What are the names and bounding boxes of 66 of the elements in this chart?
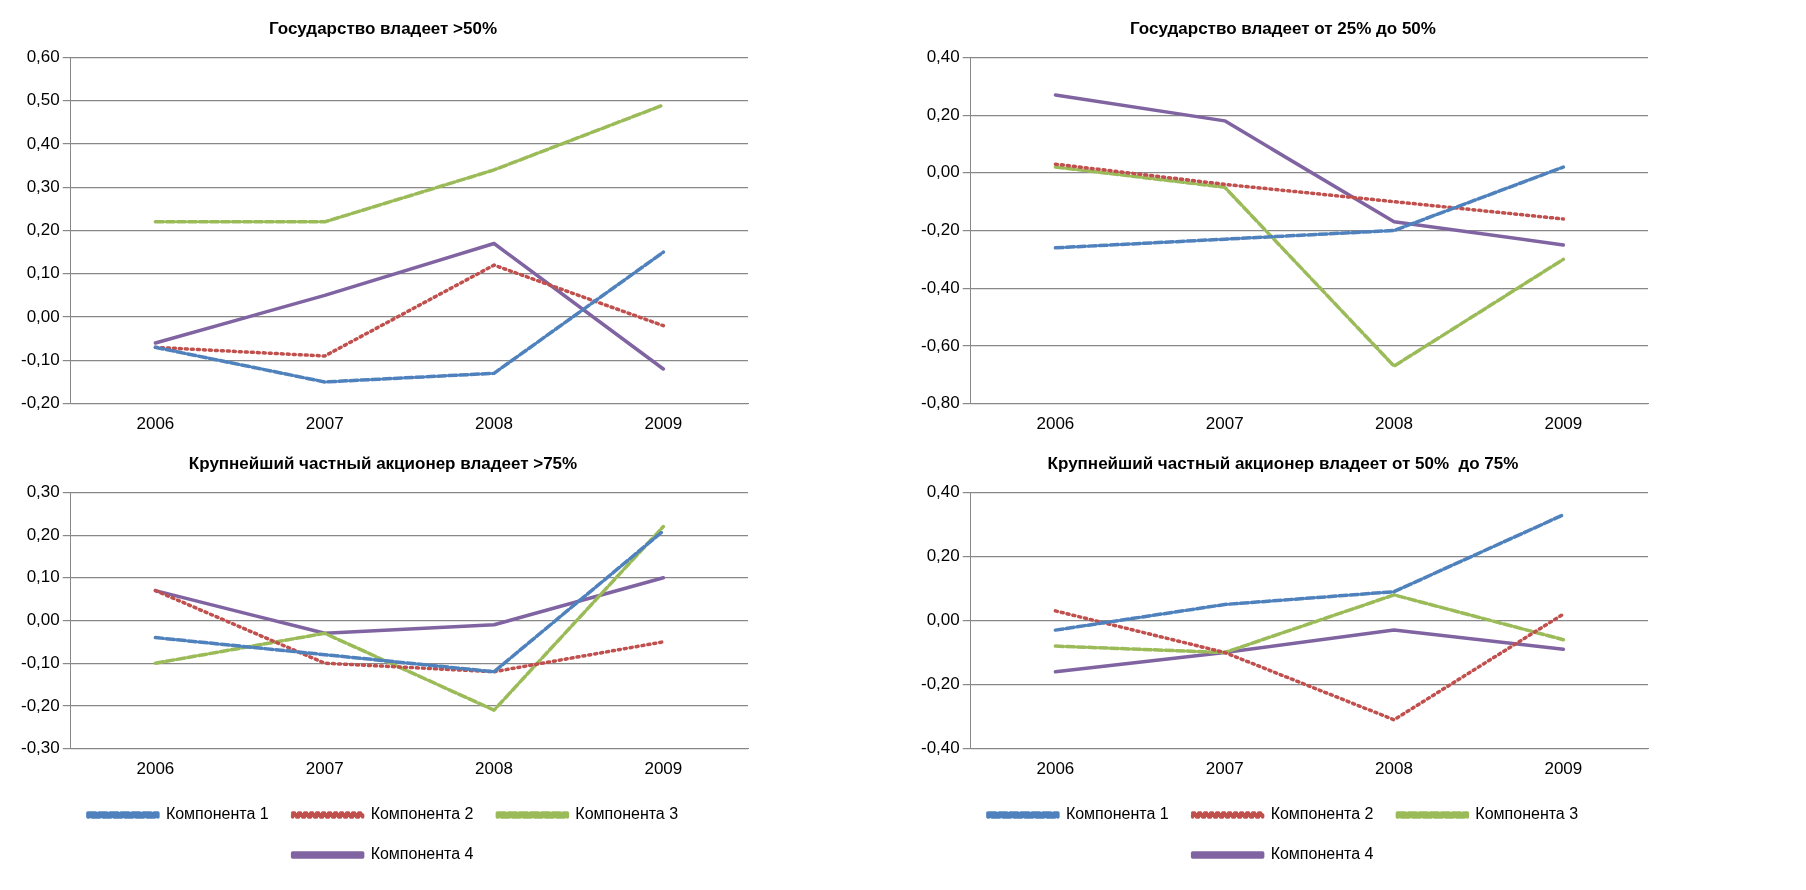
y-tick-label: -0,40 xyxy=(921,738,960,758)
line-series xyxy=(1053,593,1566,655)
x-tick-label: 2009 xyxy=(1544,759,1583,779)
line-series xyxy=(1053,165,1566,250)
y-tick-label: 0,60 xyxy=(26,47,60,67)
line-series xyxy=(1053,162,1566,221)
legend-label: Компонента 1 xyxy=(165,805,269,823)
legend-label: Компонента 1 xyxy=(1065,805,1169,823)
y-tick-label: 0,50 xyxy=(26,90,60,110)
legend-label: Компонента 4 xyxy=(1270,845,1374,863)
y-tick-label: -0,20 xyxy=(21,695,60,715)
y-tick-label: 0,40 xyxy=(926,47,960,67)
y-tick-label: -0,20 xyxy=(921,674,960,694)
x-tick-label: 2007 xyxy=(1205,414,1244,434)
x-tick-label: 2009 xyxy=(1544,414,1583,434)
x-tick-label: 2008 xyxy=(475,759,513,779)
y-tick-label: -0,80 xyxy=(921,393,960,413)
x-tick-label: 2009 xyxy=(644,759,683,779)
line-series xyxy=(1053,165,1566,368)
y-tick-label: -0,10 xyxy=(21,652,60,672)
line-series xyxy=(153,524,666,712)
x-tick-label: 2008 xyxy=(475,414,513,434)
x-tick-label: 2007 xyxy=(305,759,344,779)
x-tick-label: 2006 xyxy=(136,759,175,779)
line-series xyxy=(153,250,666,384)
y-tick-label: 0,00 xyxy=(926,162,960,182)
line-series xyxy=(1053,513,1566,632)
x-tick-label: 2007 xyxy=(1205,759,1244,779)
y-tick-label: 0,20 xyxy=(926,104,960,124)
y-tick-label: -0,30 xyxy=(21,738,60,758)
y-tick-label: -0,60 xyxy=(921,335,960,355)
x-tick-label: 2006 xyxy=(1036,759,1075,779)
x-tick-label: 2007 xyxy=(305,414,344,434)
chart-title: Государство владеет >50% xyxy=(268,18,498,38)
y-tick-label: 0,40 xyxy=(926,482,960,502)
x-tick-label: 2008 xyxy=(1375,414,1413,434)
legend-label: Компонента 2 xyxy=(370,805,474,823)
line-series xyxy=(153,588,666,674)
y-tick-label: 0,30 xyxy=(26,176,60,196)
x-tick-label: 2009 xyxy=(644,414,683,434)
chart-title: Крупнейший частный акционер владеет >75% xyxy=(188,453,578,473)
y-tick-label: 0,10 xyxy=(26,567,60,587)
y-tick-label: 0,20 xyxy=(26,524,60,544)
y-tick-label: 0,00 xyxy=(926,610,960,630)
y-tick-label: -0,40 xyxy=(921,277,960,297)
y-tick-label: 0,10 xyxy=(26,263,60,283)
legend-label: Компонента 4 xyxy=(370,845,474,863)
chart-title: Государство владеет от 25% до 50% xyxy=(1130,18,1436,38)
x-tick-label: 2006 xyxy=(1036,414,1075,434)
y-tick-label: 0,00 xyxy=(26,306,60,326)
y-tick-label: -0,20 xyxy=(21,393,60,413)
legend-label: Компонента 3 xyxy=(575,805,679,823)
legend-label: Компонента 2 xyxy=(1270,805,1374,823)
x-tick-label: 2008 xyxy=(1375,759,1413,779)
line-series xyxy=(1053,609,1566,722)
legend-label: Компонента 3 xyxy=(1475,805,1579,823)
y-tick-label: -0,10 xyxy=(21,350,60,370)
line-series xyxy=(153,529,666,674)
y-tick-label: 0,40 xyxy=(26,133,60,153)
y-tick-label: 0,20 xyxy=(26,220,60,240)
y-tick-label: 0,00 xyxy=(26,610,60,630)
y-tick-label: -0,20 xyxy=(921,220,960,240)
y-tick-label: 0,20 xyxy=(926,546,960,566)
x-tick-label: 2006 xyxy=(136,414,175,434)
chart-title: Крупнейший частный акционер владеет от 50% до 75% xyxy=(1047,453,1519,473)
y-tick-label: 0,30 xyxy=(26,482,60,502)
